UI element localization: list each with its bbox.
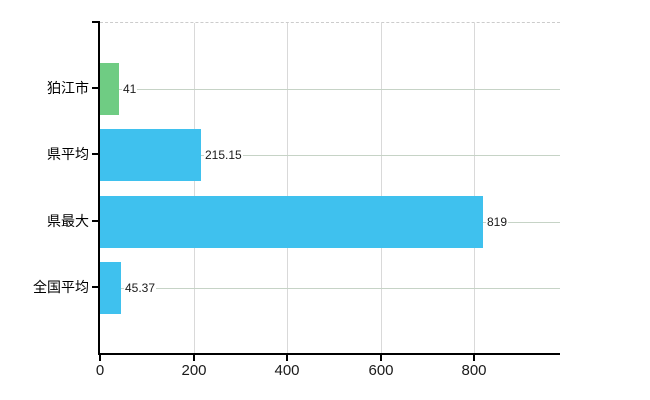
- y-axis-line: [98, 21, 100, 354]
- bar-value-label: 819: [486, 215, 509, 229]
- row-gridline-1: [100, 89, 560, 90]
- x-axis-tick-200: [193, 355, 195, 361]
- vertical-gridline-600: [381, 23, 382, 354]
- category-label-県平均: 県平均: [47, 146, 89, 162]
- y-axis-tick-3: [92, 220, 98, 222]
- x-tick-label-200: 200: [181, 362, 207, 379]
- vertical-gridline-800: [474, 23, 475, 354]
- x-tick-label-400: 400: [274, 362, 300, 379]
- bar-全国平均: [100, 262, 121, 314]
- x-axis-tick-400: [286, 355, 288, 361]
- vertical-gridline-200: [194, 23, 195, 354]
- x-tick-label-0: 0: [95, 362, 105, 379]
- bar-県平均: [100, 129, 201, 181]
- bar-value-label: 41: [122, 82, 138, 96]
- y-axis-top-cap: [92, 21, 100, 23]
- vertical-gridline-400: [287, 23, 288, 354]
- y-axis-tick-1: [92, 87, 98, 89]
- category-label-県最大: 県最大: [47, 213, 89, 229]
- bar-value-label: 45.37: [124, 281, 157, 295]
- x-axis-tick-800: [473, 355, 475, 361]
- plot-area: 41 215.15 819 45.37: [100, 22, 560, 354]
- bar-狛江市: [100, 63, 119, 115]
- x-tick-label-800: 800: [461, 362, 487, 379]
- bar-県最大: [100, 196, 483, 248]
- x-axis-tick-600: [380, 355, 382, 361]
- x-axis-tick-0: [99, 355, 101, 361]
- category-label-全国平均: 全国平均: [33, 279, 89, 295]
- y-axis-tick-4: [92, 286, 98, 288]
- category-label-狛江市: 狛江市: [47, 80, 89, 96]
- row-gridline-4: [100, 288, 560, 289]
- row-gridline-2: [100, 155, 560, 156]
- x-tick-label-600: 600: [368, 362, 394, 379]
- x-axis-line: [98, 353, 560, 355]
- y-axis-tick-2: [92, 153, 98, 155]
- bar-value-label: 215.15: [204, 148, 243, 162]
